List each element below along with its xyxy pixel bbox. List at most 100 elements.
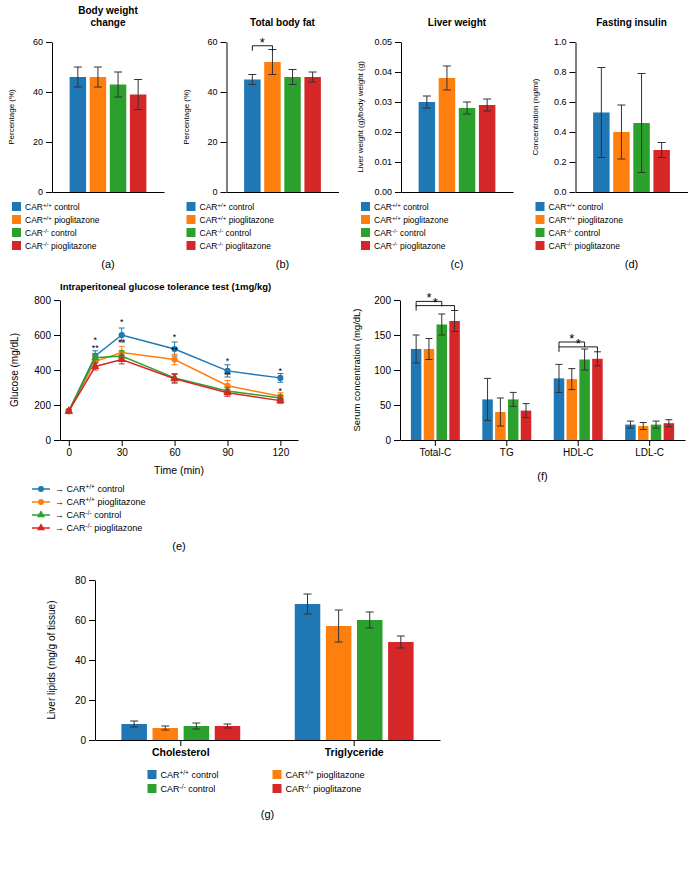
y-axis-line [576, 43, 577, 193]
y-axis-tick: 0.03 [374, 97, 401, 107]
legend-marker [38, 486, 44, 492]
x-tick-mark [180, 740, 181, 746]
y-axis-tick-label: 40 [33, 87, 43, 97]
y-axis-tick-mark [221, 42, 227, 43]
marker [223, 388, 231, 395]
legend-label: CAR+/+ pioglitazone [286, 769, 365, 780]
y-axis-tick-mark [46, 42, 52, 43]
x-axis [227, 192, 339, 193]
y-axis-tick-label: 0 [38, 187, 43, 197]
legend-swatch [361, 241, 370, 250]
legend-item: CAR+/+ pioglitazone [273, 769, 365, 780]
bar [357, 620, 383, 740]
y-axis-tick-label: 60 [75, 615, 87, 626]
x-tick: Total-C [420, 440, 452, 458]
y-axis-tick: 800 [34, 295, 60, 306]
error-bar [397, 636, 405, 648]
legend-marker [38, 499, 44, 505]
legend-label: CAR-/- pioglitazone [374, 240, 446, 251]
y-axis-tick: 100 [374, 365, 400, 376]
figure: 0204060(a)Body weightchangePercentage (%… [0, 0, 698, 883]
legend-item: → CAR+/+ control [32, 483, 124, 494]
panel-label: (g) [261, 808, 274, 820]
y-axis-tick-label: 100 [374, 365, 391, 376]
bar [284, 77, 300, 192]
y-axis-line [52, 43, 53, 193]
legend-item: CAR+/+ control [536, 201, 604, 212]
series-line [69, 335, 281, 411]
y-axis-title: Serum concentration (mg/dL) [351, 308, 362, 431]
error-bar [425, 339, 432, 360]
y-axis-tick-mark [54, 300, 60, 301]
series-line [69, 356, 281, 411]
x-axis-tick: 0 [67, 440, 73, 458]
y-axis-tick-label: 60 [207, 37, 217, 47]
x-tick-mark [435, 440, 436, 446]
legend-label: → CAR-/- pioglitazone [55, 522, 142, 533]
plot-area [411, 311, 674, 441]
x-tick: Triglyceride [325, 740, 384, 758]
bar [90, 77, 106, 192]
y-axis-tick: 0.00 [374, 187, 401, 197]
title: Fasting insulin [596, 17, 667, 28]
error-bar [617, 105, 625, 159]
y-axis-tick: 0 [212, 187, 226, 197]
significance-label: * [576, 336, 581, 351]
y-axis: 0200400600800 [34, 295, 60, 446]
x-axis-tick-mark [175, 440, 176, 446]
legend-item: CAR-/- control [361, 227, 426, 238]
y-axis-tick-label: 0.2 [554, 157, 567, 167]
y-axis-tick-mark [395, 72, 401, 73]
y-axis: 050100150200 [374, 295, 400, 446]
x-axis [576, 192, 688, 193]
bar [388, 642, 414, 740]
y-axis-tick-label: 60 [33, 37, 43, 47]
y-axis-tick-label: 0.8 [554, 67, 567, 77]
x-axis-line [96, 740, 441, 741]
legend-swatch [536, 228, 545, 237]
legend-label: CAR-/- control [549, 227, 601, 238]
error-bar [130, 721, 138, 727]
y-axis-tick-mark [46, 92, 52, 93]
legend-label: CAR-/- control [200, 227, 252, 238]
y-axis-tick: 600 [34, 330, 60, 341]
x-axis-tick-label: 30 [117, 447, 129, 458]
title: Total body fat [250, 17, 315, 28]
y-axis-tick: 1.0 [554, 37, 576, 47]
plot-area [70, 67, 147, 192]
legend-swatch [536, 241, 545, 250]
y-axis-title: Percentage (%) [7, 89, 16, 145]
y-axis-tick-mark [394, 300, 400, 301]
annotation: ** [92, 343, 100, 353]
title: Liver weight [428, 17, 487, 28]
legend-label: CAR-/- control [374, 227, 426, 238]
y-axis-tick: 50 [380, 400, 400, 411]
x-tick: LDL-C [635, 440, 664, 458]
legend-item: CAR+/+ control [361, 201, 429, 212]
legend-label: → CAR+/+ control [55, 483, 124, 494]
legend-swatch [536, 215, 545, 224]
bar [449, 321, 460, 440]
legend-item: CAR+/+ pioglitazone [187, 214, 275, 225]
error-bar [443, 66, 451, 90]
bar [326, 626, 352, 740]
y-axis-tick-label: 0.02 [374, 127, 392, 137]
y-axis-tick: 0.8 [554, 67, 576, 77]
y-axis-line [400, 301, 401, 441]
legend-marker [37, 510, 45, 517]
error-bar [413, 335, 420, 363]
legend-label: CAR+/+ control [374, 201, 429, 212]
legend-item: CAR-/- control [148, 783, 216, 794]
y-axis-title: Liver weight (g)/body weight (g) [356, 61, 365, 173]
legend-item: CAR+/+ pioglitazone [536, 214, 624, 225]
x-axis-tick: 30 [117, 440, 129, 458]
legend-label: CAR-/- pioglitazone [286, 783, 362, 794]
error-bar [335, 610, 343, 642]
y-axis-tick: 0 [45, 435, 60, 446]
panel-label: (b) [276, 258, 289, 270]
significance-label: * [433, 295, 438, 310]
x-tick-mark [506, 440, 507, 446]
panel-label: (e) [172, 540, 185, 552]
y-axis-line [227, 43, 228, 193]
legend-marker [37, 523, 45, 530]
